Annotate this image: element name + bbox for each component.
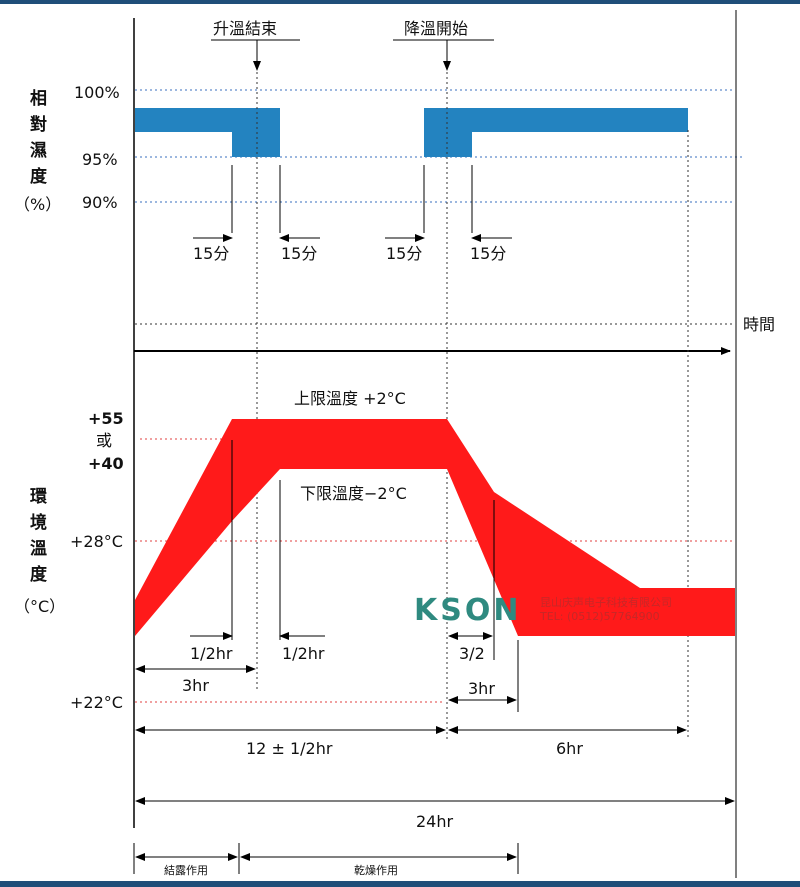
lower-limit-label: 下限溫度−2°C [300, 484, 407, 503]
fifteen-min-label-2: 15分 [281, 244, 317, 263]
watermark-tel: TEL: (0512)57764900 [539, 610, 660, 623]
fifteen-min-label-3: 15分 [386, 244, 422, 263]
svg-text:相: 相 [30, 88, 47, 109]
svg-text:溫: 溫 [30, 538, 47, 559]
humidity-band-segment-2 [424, 108, 688, 132]
main-period-label: 12 ± 1/2hr [246, 739, 333, 758]
top-border [0, 0, 800, 4]
humidity-band-segment-1 [135, 108, 280, 132]
total-duration-label: 24hr [416, 812, 454, 831]
svg-text:對: 對 [30, 114, 47, 135]
time-axis-label: 時間 [743, 315, 775, 334]
watermark-company: 昆山庆声电子科技有限公司 [540, 595, 672, 609]
temp-tick-55: +55 [88, 409, 124, 428]
half-hr-label-1: 1/2hr [190, 644, 233, 663]
humidity-tick-100: 100% [74, 83, 120, 102]
humidity-tick-95: 95% [82, 150, 118, 169]
temp-tick-22: +22°C [70, 693, 123, 712]
condensation-label: 結露作用 [164, 863, 208, 877]
fifteen-min-label-4: 15分 [470, 244, 506, 263]
drying-label: 乾燥作用 [354, 864, 398, 877]
half-hr-label-2: 1/2hr [282, 644, 325, 663]
three-half-label: 3/2 [459, 644, 485, 663]
svg-text:度: 度 [30, 564, 48, 585]
watermark-brand: KSON [414, 593, 521, 628]
humidity-tick-90: 90% [82, 193, 118, 212]
svg-text:環: 環 [30, 487, 48, 507]
upper-limit-label: 上限溫度 +2°C [294, 389, 406, 408]
temperature-band [135, 419, 735, 636]
three-hr-rampup-label: 3hr [182, 676, 209, 695]
temp-tick-28: +28°C [70, 532, 123, 551]
temperature-axis-title: 環 境 溫 度 [30, 487, 48, 585]
humidity-axis-title: 相 對 濕 度 [30, 88, 48, 187]
three-hr-rampdown-label: 3hr [468, 679, 495, 698]
ramp-up-end-label: 升溫結束 [213, 19, 277, 38]
svg-text:濕: 濕 [30, 141, 47, 161]
humidity-band-drop-2 [424, 132, 472, 157]
six-hr-label: 6hr [556, 739, 583, 758]
temp-tick-40: +40 [88, 454, 124, 473]
temp-tick-or: 或 [96, 431, 112, 450]
humidity-band-drop-1 [232, 132, 280, 157]
bottom-border [0, 881, 800, 887]
humidity-axis-unit: （%） [14, 195, 61, 214]
svg-text:度: 度 [30, 166, 48, 187]
fifteen-min-label-1: 15分 [193, 244, 229, 263]
svg-text:境: 境 [30, 512, 47, 533]
temperature-axis-unit: （°C） [14, 597, 65, 616]
ramp-down-start-label: 降溫開始 [404, 19, 468, 38]
